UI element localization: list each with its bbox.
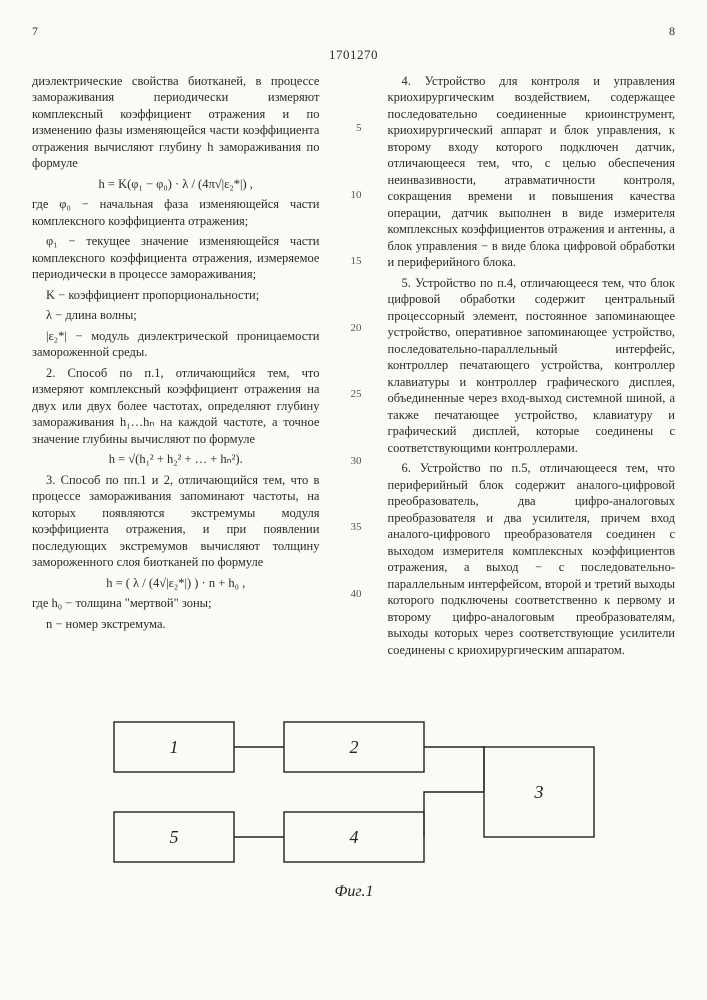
block-label-4: 4 bbox=[349, 827, 358, 847]
para: λ − длина волны; bbox=[32, 307, 319, 324]
formula-1: h = K(φ₁ − φ₀) · λ / (4π√|ε₂*|) , bbox=[32, 176, 319, 193]
figure-label: Фиг.1 bbox=[334, 883, 373, 900]
para-claim-4: 4. Устройство для контроля и управления … bbox=[388, 73, 675, 271]
para: где φ₀ − начальная фаза изменяющейся час… bbox=[32, 196, 319, 229]
para-claim-3: 3. Способ по пп.1 и 2, отличающийся тем,… bbox=[32, 472, 319, 571]
para: где h₀ − толщина "мертвой" зоны; bbox=[32, 595, 319, 612]
document-number: 1701270 bbox=[32, 46, 675, 63]
block-label-2: 2 bbox=[349, 737, 358, 757]
right-column: 4. Устройство для контроля и управления … bbox=[388, 73, 675, 663]
formula-3: h = ( λ / (4√|ε₂*|) ) · n + h₀ , bbox=[32, 575, 319, 592]
left-column: диэлектрические свойства биотканей, в пр… bbox=[32, 73, 319, 663]
block-label-1: 1 bbox=[169, 737, 178, 757]
connection-2-3 bbox=[424, 747, 484, 792]
para-claim-6: 6. Устройство по п.5, отличающееся тем, … bbox=[388, 460, 675, 658]
figure-1-block-diagram: 1 2 3 4 5 Фиг.1 bbox=[32, 702, 675, 902]
page-num-left: 7 bbox=[32, 24, 38, 40]
para: K − коэффициент пропорциональности; bbox=[32, 287, 319, 304]
two-column-text: диэлектрические свойства биотканей, в пр… bbox=[32, 73, 675, 663]
para: φ₁ − текущее значение изменяющейся части… bbox=[32, 233, 319, 283]
connection-3-4 bbox=[424, 792, 484, 837]
para: |ε₂*| − модуль диэлектрической проницаем… bbox=[32, 328, 319, 361]
page-num-right: 8 bbox=[669, 24, 675, 40]
formula-2: h = √(h₁² + h₂² + … + hₙ²). bbox=[32, 451, 319, 468]
block-diagram-svg: 1 2 3 4 5 Фиг.1 bbox=[54, 702, 654, 902]
para-claim-2: 2. Способ по п.1, отличающийся тем, что … bbox=[32, 365, 319, 448]
block-label-3: 3 bbox=[533, 782, 543, 802]
line-number-gutter: 510152025303540 bbox=[345, 73, 361, 663]
block-label-5: 5 bbox=[169, 827, 178, 847]
para-claim-5: 5. Устройство по п.4, отличающееся тем, … bbox=[388, 275, 675, 457]
para: диэлектрические свойства биотканей, в пр… bbox=[32, 73, 319, 172]
para: n − номер экстремума. bbox=[32, 616, 319, 633]
